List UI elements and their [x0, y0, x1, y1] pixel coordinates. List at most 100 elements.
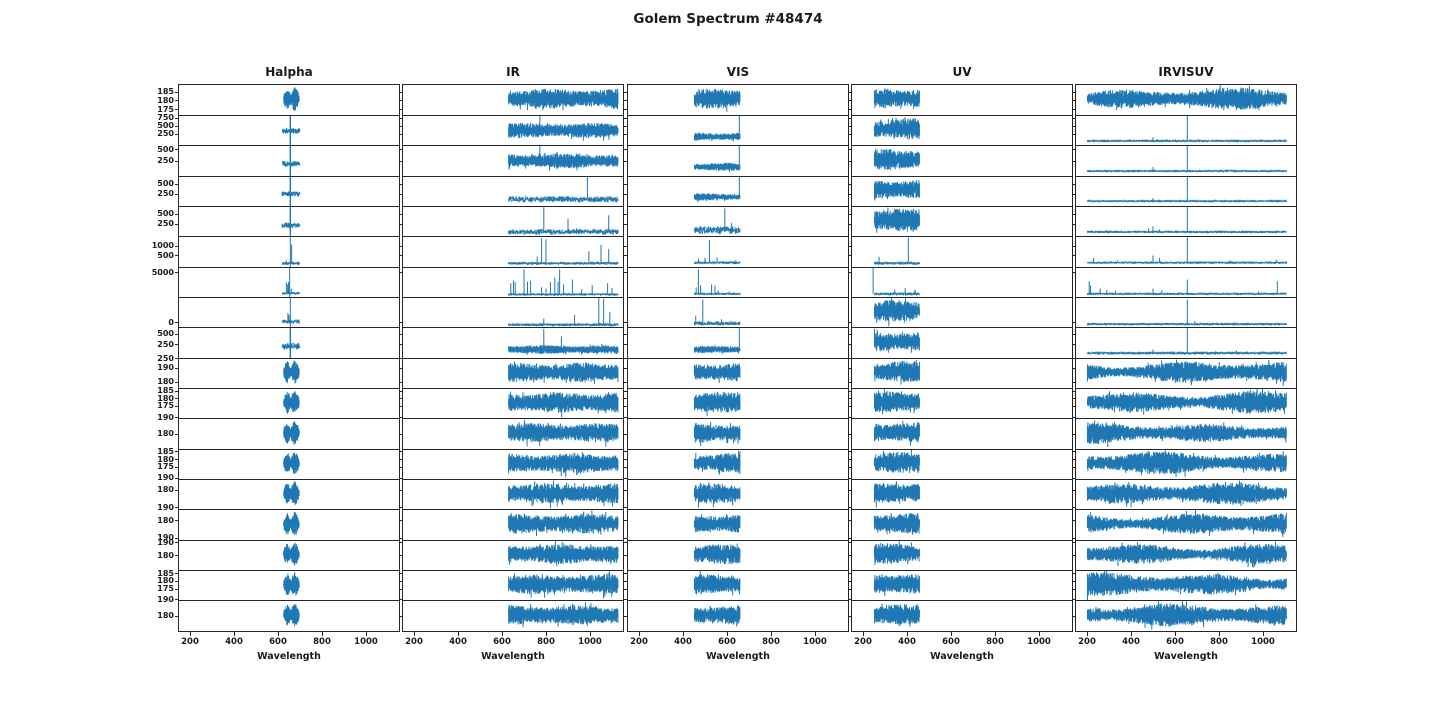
y-tick-mark: [848, 398, 851, 400]
subplot: [179, 206, 399, 237]
y-tick-mark: [848, 573, 851, 575]
subplot-canvas: [179, 145, 399, 176]
y-tick-mark: [848, 183, 851, 185]
y-tick-mark: [175, 615, 178, 617]
y-tick-mark: [848, 381, 851, 383]
row-separator: [852, 114, 1072, 116]
y-tick-label: 250: [157, 189, 174, 199]
y-tick-mark: [175, 555, 178, 557]
y-tick-mark: [624, 520, 627, 522]
y-tick-mark: [175, 358, 178, 359]
y-tick-label: 190: [157, 363, 174, 373]
subplot-canvas: [852, 206, 1072, 237]
row-separator: [628, 114, 848, 116]
subplot-canvas: [179, 479, 399, 510]
y-tick-mark: [624, 599, 627, 601]
x-tick-mark: [234, 632, 235, 636]
y-tick-mark: [175, 542, 178, 544]
subplot-canvas: [628, 509, 848, 540]
y-tick-mark: [399, 255, 402, 257]
panel: [399, 84, 624, 632]
subplot-canvas: [852, 115, 1072, 146]
subplot-canvas: [179, 327, 399, 358]
y-tick-mark: [848, 322, 851, 324]
row-separator: [852, 327, 1072, 329]
subplot-canvas: [852, 267, 1072, 298]
x-tick-mark: [815, 632, 816, 636]
subplot-canvas: [628, 145, 848, 176]
y-tick-mark: [848, 489, 851, 491]
subplot-canvas: [852, 297, 1072, 328]
subplot: [628, 570, 848, 601]
y-tick-mark: [175, 459, 178, 460]
y-tick-mark: [1072, 223, 1075, 225]
y-tick-mark: [848, 367, 851, 369]
row-separator: [1076, 114, 1296, 116]
y-tick-mark: [399, 555, 402, 557]
y-tick-mark: [399, 322, 402, 324]
subplot-canvas: [1076, 267, 1296, 298]
y-tick-mark: [1072, 451, 1075, 453]
subplot-canvas: [403, 388, 623, 419]
subplot-canvas: [1076, 236, 1296, 267]
y-tick-mark: [399, 183, 402, 185]
y-tick-mark: [399, 213, 402, 215]
subplot: [403, 115, 623, 146]
row-separator: [1076, 539, 1296, 541]
y-tick-mark: [624, 477, 627, 479]
subplot: [179, 115, 399, 146]
row-separator: [179, 509, 399, 511]
row-separator: [852, 448, 1072, 450]
x-tick-mark: [278, 632, 279, 636]
subplot-canvas: [179, 267, 399, 298]
subplot-canvas: [179, 509, 399, 540]
y-tick-mark: [175, 272, 178, 274]
y-tick-mark: [848, 223, 851, 225]
subplot: [1076, 297, 1296, 328]
row-separator: [628, 327, 848, 329]
subplot-canvas: [179, 85, 399, 116]
subplot-canvas: [1076, 449, 1296, 480]
subplot: [852, 206, 1072, 237]
x-tick-mark: [771, 632, 772, 636]
subplot: [852, 267, 1072, 298]
subplot-canvas: [1076, 176, 1296, 207]
subplot-canvas: [852, 145, 1072, 176]
row-separator: [852, 387, 1072, 389]
subplot-canvas: [852, 479, 1072, 510]
x-tick-mark: [727, 632, 728, 636]
y-tick-mark: [399, 245, 402, 247]
subplot-canvas: [403, 176, 623, 207]
subplot-canvas: [403, 358, 623, 389]
x-tick-label: 200: [181, 637, 199, 647]
row-separator: [852, 418, 1072, 420]
y-tick-mark: [175, 133, 178, 135]
y-tick-mark: [1072, 542, 1075, 544]
subplot: [628, 206, 848, 237]
y-tick-mark: [175, 322, 178, 324]
subplot: [179, 509, 399, 540]
y-tick-mark: [175, 344, 178, 346]
subplot-canvas: [628, 388, 848, 419]
y-tick-mark: [175, 381, 178, 383]
subplot: [1076, 267, 1296, 298]
subplot-canvas: [403, 327, 623, 358]
y-tick-mark: [848, 100, 851, 102]
x-tick-label: 800: [1210, 637, 1228, 647]
subplot-canvas: [1076, 85, 1296, 116]
y-tick-label: 190: [157, 533, 174, 543]
x-tick-label: 400: [225, 637, 243, 647]
y-tick-mark: [399, 489, 402, 491]
y-tick-label: 500: [157, 121, 174, 131]
subplot: [628, 85, 848, 116]
subplot-canvas: [628, 600, 848, 631]
y-tick-mark: [175, 588, 178, 590]
x-tick-label: 400: [898, 637, 916, 647]
y-tick-mark: [399, 390, 402, 392]
y-tick-mark: [848, 580, 851, 582]
row-separator: [179, 266, 399, 268]
x-tick-label: 800: [537, 637, 555, 647]
subplot-canvas: [403, 509, 623, 540]
subplot: [852, 449, 1072, 480]
subplot: [852, 145, 1072, 176]
